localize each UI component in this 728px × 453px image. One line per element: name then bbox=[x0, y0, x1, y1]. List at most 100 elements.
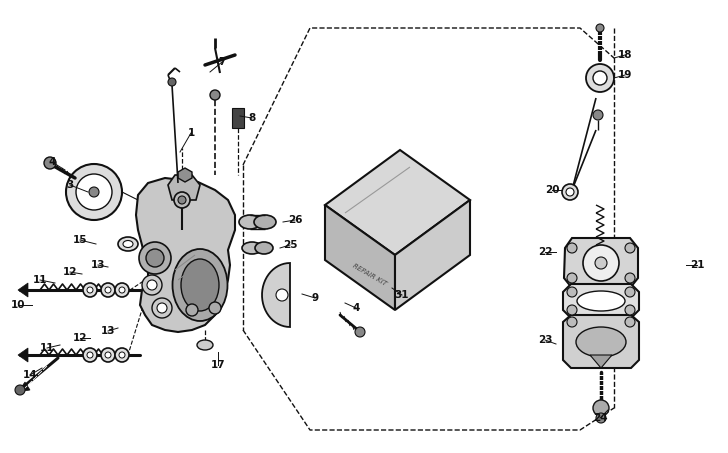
Text: 3: 3 bbox=[66, 180, 74, 190]
Circle shape bbox=[586, 64, 614, 92]
Circle shape bbox=[119, 287, 125, 293]
Polygon shape bbox=[168, 175, 200, 200]
Text: 23: 23 bbox=[538, 335, 553, 345]
Ellipse shape bbox=[139, 242, 171, 274]
Circle shape bbox=[83, 348, 97, 362]
Circle shape bbox=[101, 348, 115, 362]
Text: 8: 8 bbox=[248, 113, 256, 123]
Polygon shape bbox=[563, 284, 639, 318]
Text: 21: 21 bbox=[689, 260, 704, 270]
Circle shape bbox=[87, 352, 93, 358]
Polygon shape bbox=[18, 283, 28, 297]
Text: 10: 10 bbox=[11, 300, 25, 310]
Text: 24: 24 bbox=[593, 413, 607, 423]
Text: 14: 14 bbox=[23, 370, 37, 380]
Circle shape bbox=[595, 257, 607, 269]
Text: 18: 18 bbox=[618, 50, 632, 60]
Circle shape bbox=[567, 273, 577, 283]
Polygon shape bbox=[18, 348, 28, 362]
Ellipse shape bbox=[197, 340, 213, 350]
Text: 9: 9 bbox=[312, 293, 319, 303]
Polygon shape bbox=[136, 178, 235, 332]
Circle shape bbox=[168, 78, 176, 86]
Circle shape bbox=[276, 289, 288, 301]
Ellipse shape bbox=[254, 215, 276, 229]
Circle shape bbox=[147, 280, 157, 290]
Circle shape bbox=[596, 24, 604, 32]
Ellipse shape bbox=[242, 242, 262, 254]
Text: 12: 12 bbox=[63, 267, 77, 277]
Polygon shape bbox=[564, 238, 638, 288]
Text: 26: 26 bbox=[288, 215, 302, 225]
Ellipse shape bbox=[239, 215, 261, 229]
Circle shape bbox=[105, 287, 111, 293]
Circle shape bbox=[15, 385, 25, 395]
Text: 20: 20 bbox=[545, 185, 559, 195]
Text: 7: 7 bbox=[218, 57, 226, 67]
Text: 17: 17 bbox=[210, 360, 225, 370]
Ellipse shape bbox=[173, 249, 227, 321]
Circle shape bbox=[76, 174, 112, 210]
Circle shape bbox=[174, 192, 190, 208]
Polygon shape bbox=[262, 263, 290, 327]
Polygon shape bbox=[18, 382, 30, 392]
Ellipse shape bbox=[181, 259, 219, 311]
Circle shape bbox=[355, 327, 365, 337]
Circle shape bbox=[593, 400, 609, 416]
Text: 13: 13 bbox=[100, 326, 115, 336]
Circle shape bbox=[186, 304, 198, 316]
Polygon shape bbox=[563, 315, 639, 368]
Circle shape bbox=[142, 275, 162, 295]
Polygon shape bbox=[325, 205, 395, 310]
Text: 1: 1 bbox=[187, 128, 194, 138]
Polygon shape bbox=[590, 355, 612, 368]
Circle shape bbox=[596, 413, 606, 423]
Text: 15: 15 bbox=[73, 235, 87, 245]
Circle shape bbox=[625, 317, 635, 327]
Text: 19: 19 bbox=[618, 70, 632, 80]
Text: 4: 4 bbox=[352, 303, 360, 313]
Text: 13: 13 bbox=[91, 260, 106, 270]
Polygon shape bbox=[395, 200, 470, 310]
Ellipse shape bbox=[123, 241, 133, 247]
Circle shape bbox=[44, 157, 56, 169]
Ellipse shape bbox=[255, 242, 273, 254]
Circle shape bbox=[593, 110, 603, 120]
Ellipse shape bbox=[577, 291, 625, 311]
Ellipse shape bbox=[146, 249, 164, 267]
Polygon shape bbox=[178, 168, 192, 182]
Circle shape bbox=[115, 348, 129, 362]
Circle shape bbox=[101, 283, 115, 297]
Circle shape bbox=[87, 287, 93, 293]
Circle shape bbox=[567, 243, 577, 253]
Text: 31: 31 bbox=[395, 290, 409, 300]
Ellipse shape bbox=[118, 237, 138, 251]
Circle shape bbox=[566, 188, 574, 196]
Circle shape bbox=[115, 283, 129, 297]
Text: 11: 11 bbox=[33, 275, 47, 285]
Ellipse shape bbox=[576, 327, 626, 357]
Circle shape bbox=[66, 164, 122, 220]
Text: REPAIR KIT: REPAIR KIT bbox=[352, 263, 388, 287]
Circle shape bbox=[625, 273, 635, 283]
Circle shape bbox=[625, 243, 635, 253]
Circle shape bbox=[567, 317, 577, 327]
Circle shape bbox=[567, 305, 577, 315]
Circle shape bbox=[157, 303, 167, 313]
Text: 12: 12 bbox=[73, 333, 87, 343]
Circle shape bbox=[152, 298, 172, 318]
Circle shape bbox=[210, 90, 220, 100]
Polygon shape bbox=[325, 150, 470, 255]
Bar bbox=[232, 108, 244, 128]
Circle shape bbox=[567, 287, 577, 297]
Circle shape bbox=[83, 283, 97, 297]
Circle shape bbox=[89, 187, 99, 197]
Circle shape bbox=[178, 196, 186, 204]
Circle shape bbox=[562, 184, 578, 200]
Text: 22: 22 bbox=[538, 247, 553, 257]
Circle shape bbox=[209, 302, 221, 314]
Circle shape bbox=[625, 305, 635, 315]
Circle shape bbox=[119, 352, 125, 358]
Circle shape bbox=[105, 352, 111, 358]
Text: 25: 25 bbox=[282, 240, 297, 250]
